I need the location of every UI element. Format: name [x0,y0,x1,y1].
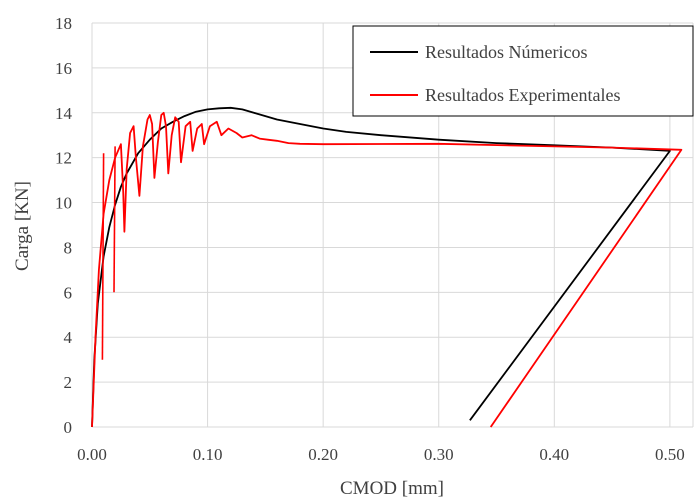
y-tick-label: 10 [55,194,72,213]
y-tick-label: 18 [55,14,72,33]
y-axis-title: Carga [KN] [12,181,33,271]
series-line-0 [91,106,671,428]
spike-mark [113,146,116,293]
y-tick-label: 14 [55,104,73,123]
x-tick-label: 0.20 [308,445,338,464]
x-tick-label: 0.10 [193,445,223,464]
x-tick-label: 0.00 [77,445,107,464]
spike-mark [101,153,105,360]
x-axis-title: CMOD [mm] [340,478,444,499]
grid [91,22,694,428]
y-tick-label: 8 [64,238,73,257]
y-tick-labels: 0 2 4 6 8 10 12 14 16 18 [55,14,73,437]
x-tick-label: 0.30 [424,445,454,464]
legend: Resultados Númericos Resultados Experime… [352,25,694,117]
x-tick-label: 0.50 [655,445,685,464]
y-tick-label: 12 [55,149,72,168]
x-tick-labels: 0.00 0.10 0.20 0.30 0.40 0.50 [77,445,685,464]
y-tick-label: 16 [55,59,72,78]
y-tick-label: 2 [64,373,73,392]
x-tick-label: 0.40 [539,445,569,464]
legend-label-numericos: Resultados Númericos [425,42,587,62]
y-tick-label: 4 [64,328,73,347]
legend-box [352,25,694,117]
series-layer [91,106,683,428]
series-line-1 [91,111,683,428]
y-tick-label: 6 [64,283,73,302]
y-tick-label: 0 [64,418,73,437]
legend-label-experimentales: Resultados Experimentales [425,85,620,105]
